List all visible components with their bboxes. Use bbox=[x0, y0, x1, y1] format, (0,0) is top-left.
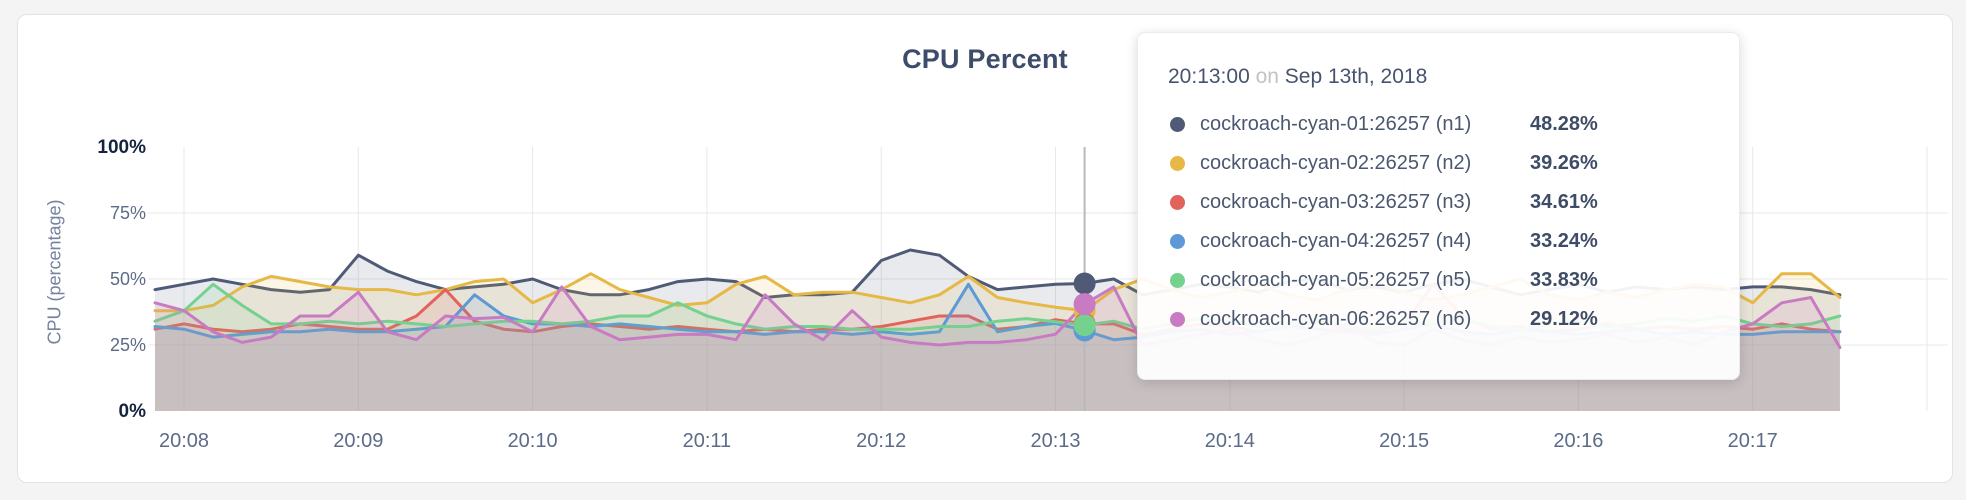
x-axis-tick-label: 20:16 bbox=[1553, 430, 1603, 452]
tooltip-series-label: cockroach-cyan-06:26257 (n6) bbox=[1200, 308, 1472, 330]
tooltip-series-value: 33.83% bbox=[1530, 269, 1598, 291]
tooltip-series-value: 29.12% bbox=[1530, 308, 1598, 330]
x-axis-tick-label: 20:11 bbox=[683, 430, 732, 452]
tooltip-series-label: cockroach-cyan-05:26257 (n5) bbox=[1200, 269, 1472, 291]
x-axis-tick-label: 20:09 bbox=[333, 430, 383, 452]
tooltip-on-word: on bbox=[1255, 65, 1279, 88]
tooltip-series-label: cockroach-cyan-01:26257 (n1) bbox=[1200, 113, 1472, 135]
x-axis-tick-label: 20:15 bbox=[1379, 430, 1429, 452]
series-color-dot-icon bbox=[1170, 195, 1185, 210]
hover-dot-n1 bbox=[1073, 272, 1096, 295]
x-axis-tick-label: 20:08 bbox=[159, 430, 209, 452]
tooltip-series-row: cockroach-cyan-05:26257 (n5) 33.83% bbox=[1166, 261, 1711, 300]
y-axis-tick-label: 0% bbox=[119, 401, 147, 422]
tooltip-rows: cockroach-cyan-01:26257 (n1) 48.28% cockro… bbox=[1166, 105, 1711, 339]
chart-tooltip: 20:13:00 on Sep 13th, 2018 cockroach-cya… bbox=[1137, 32, 1740, 380]
y-axis-tick-label: 75% bbox=[110, 203, 146, 223]
tooltip-series-row: cockroach-cyan-01:26257 (n1) 48.28% bbox=[1166, 105, 1711, 144]
x-axis-tick-label: 20:14 bbox=[1205, 430, 1255, 452]
tooltip-series-row: cockroach-cyan-02:26257 (n2) 39.26% bbox=[1166, 144, 1711, 183]
series-color-dot-icon bbox=[1170, 156, 1185, 171]
tooltip-series-label: cockroach-cyan-03:26257 (n3) bbox=[1200, 191, 1472, 213]
tooltip-series-value: 39.26% bbox=[1530, 152, 1598, 174]
tooltip-header: 20:13:00 on Sep 13th, 2018 bbox=[1168, 65, 1711, 89]
tooltip-series-label: cockroach-cyan-04:26257 (n4) bbox=[1200, 230, 1472, 252]
tooltip-series-value: 48.28% bbox=[1530, 113, 1598, 135]
series-color-dot-icon bbox=[1170, 312, 1185, 327]
tooltip-series-row: cockroach-cyan-06:26257 (n6) 29.12% bbox=[1166, 300, 1711, 339]
series-color-dot-icon bbox=[1170, 273, 1185, 288]
y-axis-tick-label: 25% bbox=[110, 335, 146, 355]
x-axis-tick-label: 20:17 bbox=[1728, 430, 1778, 452]
series-color-dot-icon bbox=[1170, 117, 1185, 132]
tooltip-series-label: cockroach-cyan-02:26257 (n2) bbox=[1200, 152, 1472, 174]
tooltip-series-row: cockroach-cyan-04:26257 (n4) 33.24% bbox=[1166, 222, 1711, 261]
tooltip-series-value: 34.61% bbox=[1530, 191, 1598, 213]
y-axis-tick-label: 50% bbox=[110, 269, 146, 289]
hover-dot-n5 bbox=[1073, 314, 1096, 337]
x-axis-tick-label: 20:12 bbox=[856, 430, 906, 452]
x-axis-tick-label: 20:10 bbox=[508, 430, 558, 452]
y-axis-tick-label: 100% bbox=[97, 137, 146, 158]
series-color-dot-icon bbox=[1170, 234, 1185, 249]
tooltip-date: Sep 13th, 2018 bbox=[1284, 65, 1428, 88]
chart-title: CPU Percent bbox=[902, 44, 1068, 74]
x-axis-tick-label: 20:13 bbox=[1030, 430, 1080, 452]
tooltip-time: 20:13:00 bbox=[1168, 65, 1250, 88]
hover-dot-n6 bbox=[1073, 293, 1096, 316]
tooltip-series-value: 33.24% bbox=[1530, 230, 1598, 252]
tooltip-series-row: cockroach-cyan-03:26257 (n3) 34.61% bbox=[1166, 183, 1711, 222]
